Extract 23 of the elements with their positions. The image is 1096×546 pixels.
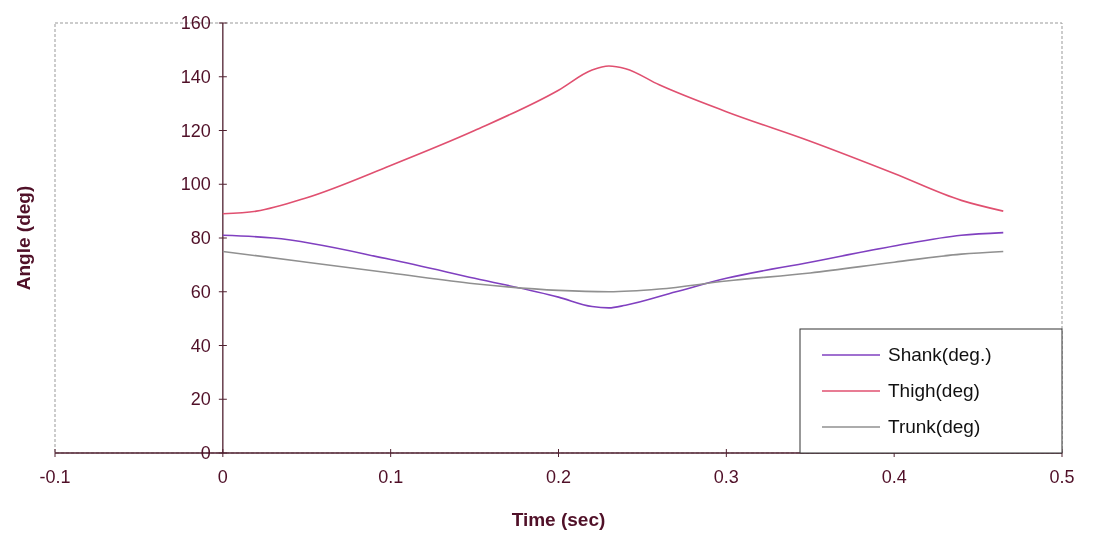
x-tick-label: 0.5: [1049, 467, 1075, 487]
x-tick-label: 0.3: [713, 467, 739, 487]
y-tick-label: 80: [190, 228, 211, 248]
line-series: [222, 250, 1005, 293]
y-axis-title: Angle (deg): [13, 185, 34, 291]
legend-label: Trunk(deg): [888, 416, 981, 437]
line-series: [222, 65, 1005, 215]
y-tick-label: 100: [180, 174, 211, 195]
y-tick-label: 140: [180, 66, 211, 87]
y-tick-label: 60: [190, 281, 211, 302]
x-tick-label: 0.1: [378, 467, 404, 487]
x-tick-label: 0.2: [545, 467, 572, 487]
y-tick-label: 40: [190, 335, 211, 356]
y-tick-label: 20: [190, 389, 211, 410]
x-tick-label: 0: [217, 467, 228, 487]
legend-label: Thigh(deg): [888, 380, 980, 401]
x-axis-title: Time (sec): [511, 509, 606, 530]
legend-label: Shank(deg.): [888, 344, 992, 365]
x-tick-label: 0.4: [881, 467, 907, 487]
x-tick-label: -0.1: [39, 467, 71, 487]
y-tick-label: 160: [180, 13, 211, 33]
y-tick-label: 120: [180, 120, 211, 141]
line-series: [222, 231, 1005, 309]
